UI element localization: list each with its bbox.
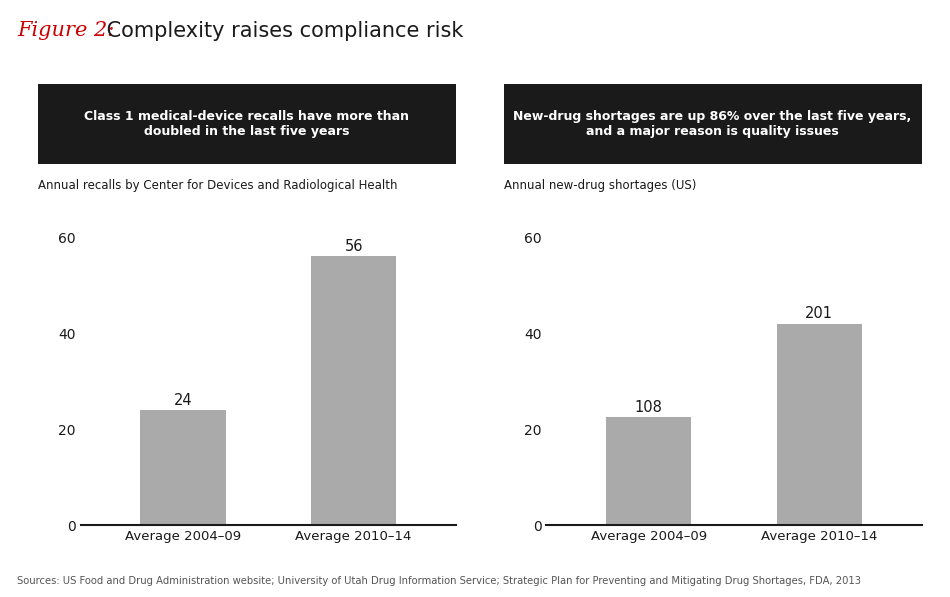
Text: Figure 2:: Figure 2: — [17, 21, 114, 40]
Text: Annual new-drug shortages (US): Annual new-drug shortages (US) — [504, 179, 695, 192]
Bar — [311, 256, 396, 525]
Text: Sources: US Food and Drug Administration website; University of Utah Drug Inform: Sources: US Food and Drug Administration… — [17, 576, 861, 586]
Text: Annual recalls by Center for Devices and Radiological Health: Annual recalls by Center for Devices and… — [38, 179, 397, 192]
Text: 201: 201 — [806, 306, 833, 321]
Text: Complexity raises compliance risk: Complexity raises compliance risk — [100, 21, 464, 41]
Text: New-drug shortages are up 86% over the last five years,
and a major reason is qu: New-drug shortages are up 86% over the l… — [513, 110, 912, 138]
Text: 56: 56 — [345, 239, 363, 254]
Bar — [776, 324, 862, 525]
Bar — [141, 410, 226, 525]
Bar — [606, 417, 692, 525]
Text: 108: 108 — [635, 399, 662, 414]
Text: 24: 24 — [174, 393, 193, 408]
Text: Class 1 medical-device recalls have more than
doubled in the last five years: Class 1 medical-device recalls have more… — [85, 110, 409, 138]
